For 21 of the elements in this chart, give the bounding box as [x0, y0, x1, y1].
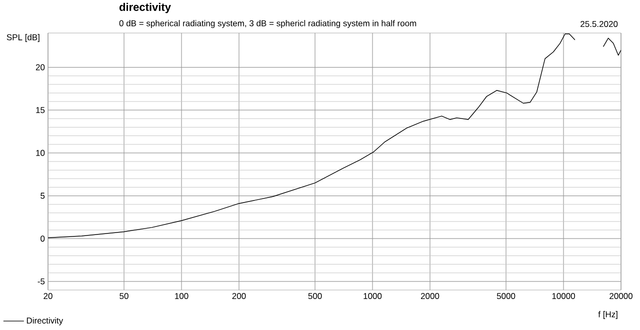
y-tick-label: 15	[36, 107, 45, 114]
legend-label: Directivity	[26, 317, 64, 326]
x-tick-label: 10000	[552, 293, 575, 300]
x-axis-title: f [Hz]	[598, 311, 618, 319]
y-tick-label: -5	[38, 278, 45, 284]
x-tick-label: 200	[232, 293, 246, 300]
x-tick-label: 50	[120, 293, 128, 300]
y-tick-label: 0	[40, 236, 45, 242]
y-tick-label: 20	[36, 64, 45, 70]
x-tick-label: 1000	[364, 293, 382, 300]
y-tick-label: 5	[40, 192, 45, 199]
text: 25.5.2020	[580, 20, 618, 28]
x-tick-label: 500	[308, 293, 322, 300]
chart-title: directivity	[119, 2, 171, 14]
y-tick-label: 10	[36, 150, 45, 156]
x-tick-label: 2000	[420, 293, 440, 300]
y-axis-title: SPL [dB]	[6, 34, 40, 42]
x-tick-label: 20000	[610, 293, 632, 300]
x-tick-label: 5000	[496, 293, 516, 300]
chart-subtitle: 0 dB = spherical radiating system, 3 dB = sphericl radiating system in half room	[119, 20, 416, 28]
x-tick-label: 100	[175, 293, 188, 300]
